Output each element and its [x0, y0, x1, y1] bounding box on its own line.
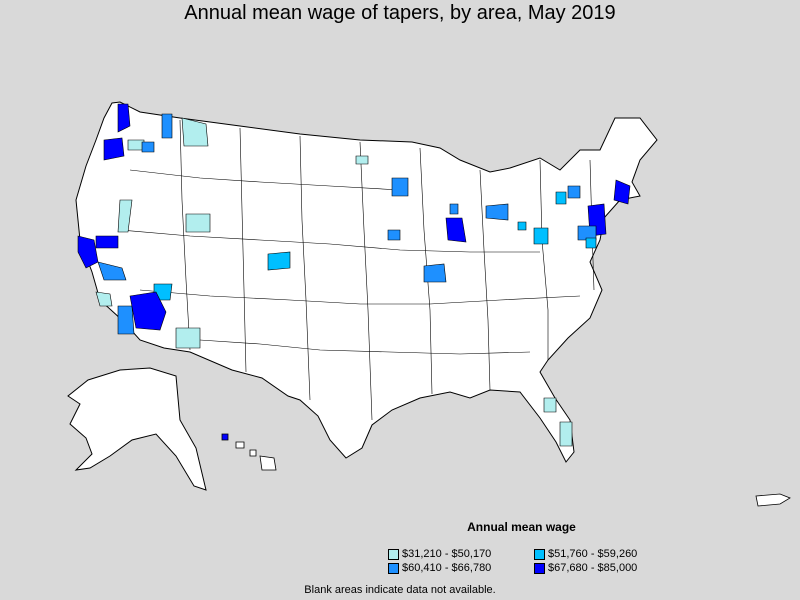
legend-label-4: $67,680 - $85,000 — [548, 562, 638, 574]
area-or-south — [141, 141, 155, 153]
legend-item-1: $31,210 - $50,170 — [388, 548, 491, 560]
puerto-rico-outline — [755, 493, 791, 507]
legend-label-2: $51,760 - $59,260 — [548, 548, 638, 560]
hawaii-islands — [221, 433, 277, 471]
area-ny-west — [567, 185, 581, 199]
area-tucson — [175, 327, 201, 349]
area-ohio — [533, 227, 549, 245]
area-md — [585, 237, 597, 249]
legend-swatch-2 — [534, 548, 545, 560]
map-title: Annual mean wage of tapers, by area, May… — [184, 2, 616, 24]
legend-swatch-3 — [388, 562, 399, 574]
area-fl-north — [543, 397, 557, 413]
area-michigan — [485, 203, 509, 221]
area-ohio-north — [517, 221, 527, 231]
area-denver — [267, 251, 291, 271]
legend-item-2: $51,760 - $59,260 — [534, 548, 637, 560]
legend-label-1: $31,210 - $50,170 — [402, 548, 492, 560]
area-fl-south — [559, 421, 573, 447]
area-ca-central — [97, 261, 127, 281]
alaska-outline — [67, 367, 207, 491]
area-seattle — [117, 103, 131, 133]
area-ca-north — [117, 199, 133, 233]
area-wa-east — [161, 113, 173, 139]
area-la — [117, 305, 135, 335]
legend-swatch-1 — [388, 548, 399, 560]
area-chicago — [445, 217, 467, 243]
area-sf-bay — [77, 235, 99, 269]
area-ny-upstate — [555, 191, 567, 205]
area-minneapolis — [391, 177, 409, 197]
area-portland — [103, 137, 125, 161]
legend-item-3: $60,410 - $66,780 — [388, 562, 491, 574]
area-iowa — [387, 229, 401, 241]
area-boston — [613, 179, 631, 205]
area-utah — [185, 213, 211, 233]
area-wi — [449, 203, 459, 215]
area-phoenix — [129, 291, 167, 331]
legend-item-4: $67,680 - $85,000 — [534, 562, 637, 574]
legend-title: Annual mean wage — [467, 520, 576, 534]
wage-areas — [77, 103, 631, 447]
area-nd — [355, 155, 369, 165]
area-st-louis — [423, 263, 447, 283]
area-or-mid — [127, 139, 145, 151]
area-ca-coast — [95, 291, 113, 307]
area-sacramento — [95, 235, 119, 249]
footnote: Blank areas indicate data not available. — [304, 584, 496, 596]
area-spokane-region — [181, 117, 209, 147]
legend-swatch-4 — [534, 562, 545, 574]
legend-label-3: $60,410 - $66,780 — [402, 562, 492, 574]
